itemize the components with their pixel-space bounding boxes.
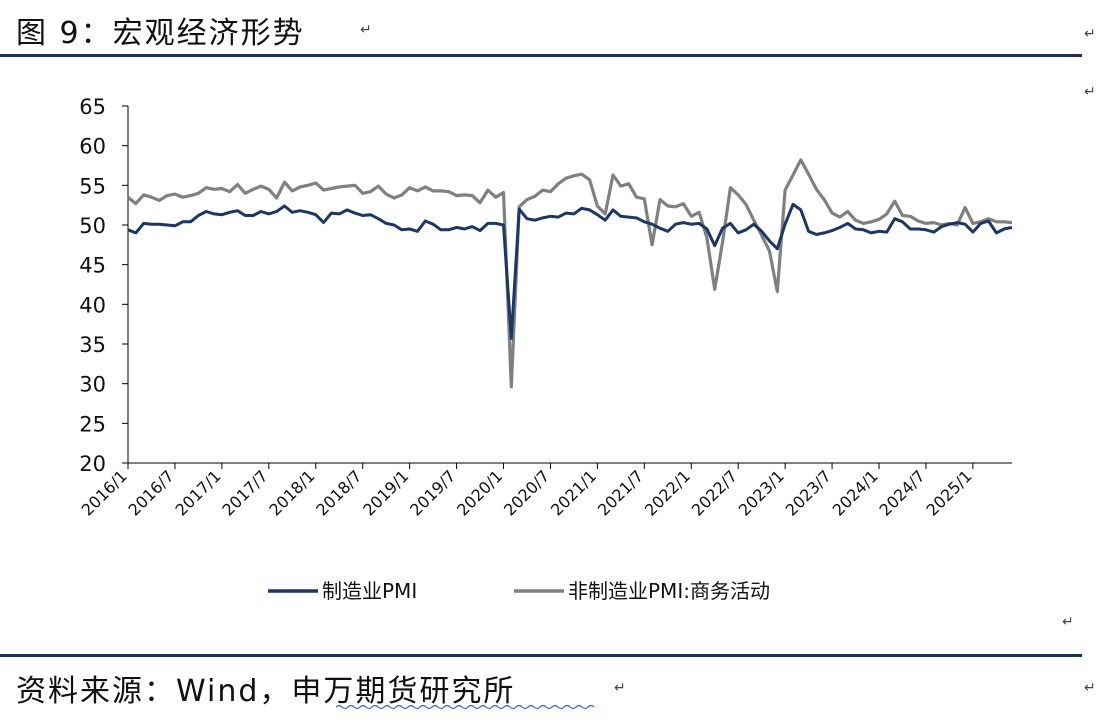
y-tick-label: 35 [79,333,106,357]
paragraph-mark: ↵ [1062,614,1074,630]
x-tick-label: 2019/1 [359,466,412,519]
legend: 制造业PMI 非制造业PMI:商务活动 [268,579,770,603]
x-tick-label: 2023/1 [735,466,788,519]
x-tick-label: 2021/1 [547,466,600,519]
x-tick-label: 2018/1 [265,466,318,519]
x-tick-label: 2024/7 [876,466,929,519]
x-tick-label: 2016/7 [125,466,178,519]
x-tick-label: 2022/1 [641,466,694,519]
series-lines [126,158,1013,389]
paragraph-mark: ↵ [1084,26,1096,42]
paragraph-mark: ↵ [360,22,372,38]
x-tick-label: 2020/7 [500,466,553,519]
y-tick-label: 25 [79,412,106,436]
paragraph-mark: ↵ [1084,680,1096,696]
y-tick-label: 40 [79,293,106,317]
x-tick-label: 2021/7 [594,466,647,519]
x-tick-label: 2025/1 [922,466,975,519]
x-tick-label: 2023/7 [782,466,835,519]
series-line-non-manufacturing-pmi [126,158,1013,389]
source-note: 资料来源：Wind，申万期货研究所 [16,674,516,709]
x-tick-label: 2017/1 [171,466,224,519]
series-line-manufacturing-pmi [127,202,1013,340]
y-axis: 20 25 30 35 40 45 50 55 60 65 [79,95,129,476]
paragraph-mark: ↵ [614,680,626,696]
y-tick-label: 55 [79,174,106,198]
y-tick-label: 30 [79,373,106,397]
x-axis: 2016/12016/72017/12017/72018/12018/72019… [78,462,1012,520]
y-tick-label: 60 [79,135,106,159]
header-rule [0,54,1082,57]
y-tick-label: 45 [79,254,106,278]
y-tick-label: 20 [79,452,106,476]
x-tick-label: 2022/7 [688,466,741,519]
spellcheck-underline [336,704,595,710]
x-tick-label: 2017/7 [218,466,271,519]
x-tick-label: 2024/1 [829,466,882,519]
x-tick-label: 2020/1 [453,466,506,519]
x-tick-label: 2019/7 [406,466,459,519]
y-tick-label: 50 [79,214,106,238]
chart-title: 图 9：宏观经济形势 [16,16,305,51]
legend-label: 制造业PMI [322,579,417,603]
y-tick-label: 65 [79,95,106,119]
footer-rule [0,654,1082,657]
x-tick-label: 2018/7 [312,466,365,519]
paragraph-mark: ↵ [1084,84,1096,100]
legend-label: 非制造业PMI:商务活动 [568,579,770,603]
